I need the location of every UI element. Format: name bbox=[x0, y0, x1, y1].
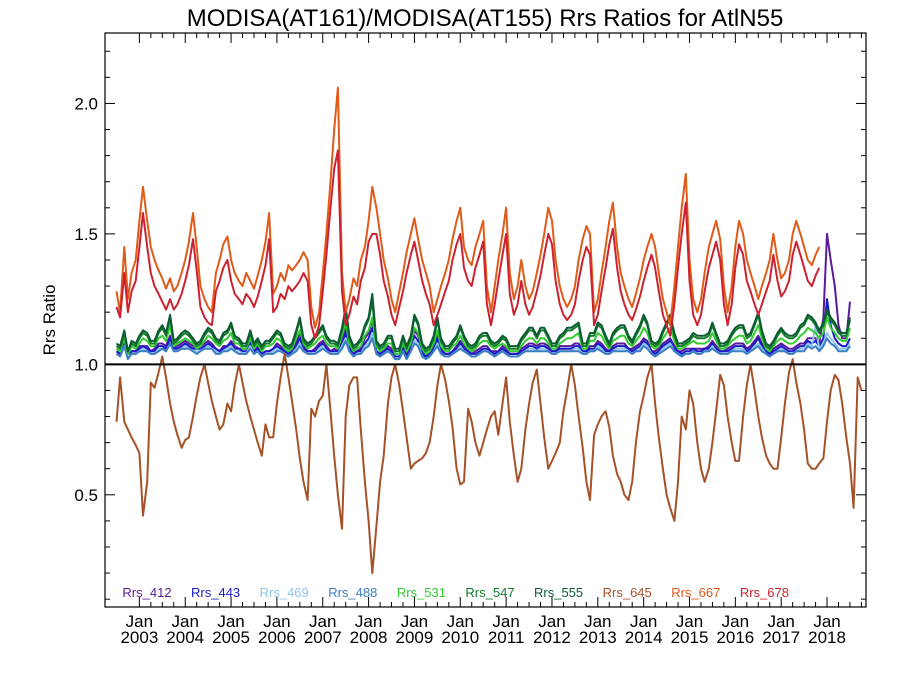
x-tick-month-label: Jan bbox=[767, 612, 794, 631]
x-tick-year-label: 2011 bbox=[488, 628, 525, 647]
x-tick-month-label: Jan bbox=[584, 612, 611, 631]
legend-entry-rrs-678: Rrs_678 bbox=[740, 585, 789, 600]
series-line-rrs-667 bbox=[115, 86, 821, 329]
chart-title: MODISA(AT161)/MODISA(AT155) Rrs Ratios f… bbox=[187, 5, 784, 32]
x-tick-year-label: 2010 bbox=[441, 628, 479, 647]
series-line-rrs-678 bbox=[115, 149, 821, 340]
legend-entry-rrs-443: Rrs_443 bbox=[191, 585, 240, 600]
legend-entry-rrs-531: Rrs_531 bbox=[397, 585, 446, 600]
y-tick-label: 0.5 bbox=[74, 486, 98, 505]
legend-entry-rrs-667: Rrs_667 bbox=[671, 585, 720, 600]
x-tick-month-label: Jan bbox=[355, 612, 382, 631]
x-tick-month-label: Jan bbox=[309, 612, 336, 631]
x-tick-month-label: Jan bbox=[676, 612, 703, 631]
x-tick-year-label: 2007 bbox=[304, 628, 342, 647]
x-tick-year-label: 2014 bbox=[625, 628, 663, 647]
x-tick-year-label: 2008 bbox=[350, 628, 388, 647]
legend-entry-rrs-645: Rrs_645 bbox=[603, 585, 652, 600]
x-tick-year-label: 2003 bbox=[120, 628, 158, 647]
x-tick-year-label: 2009 bbox=[396, 628, 434, 647]
legend-entry-rrs-555: Rrs_555 bbox=[534, 585, 583, 600]
x-tick-year-label: 2018 bbox=[808, 628, 846, 647]
legend-entry-rrs-412: Rrs_412 bbox=[122, 585, 171, 600]
series-line-rrs-645 bbox=[115, 352, 863, 575]
x-tick-month-label: Jan bbox=[492, 612, 519, 631]
y-tick-label: 2.0 bbox=[74, 94, 98, 113]
x-tick-month-label: Jan bbox=[630, 612, 657, 631]
y-axis-label: Rrs Ratio bbox=[40, 285, 59, 356]
x-tick-year-label: 2017 bbox=[762, 628, 800, 647]
x-tick-year-label: 2005 bbox=[212, 628, 250, 647]
x-tick-month-label: Jan bbox=[813, 612, 840, 631]
x-tick-year-label: 2012 bbox=[533, 628, 571, 647]
x-tick-month-label: Jan bbox=[401, 612, 428, 631]
y-tick-label: 1.0 bbox=[74, 355, 98, 374]
legend-entry-rrs-547: Rrs_547 bbox=[465, 585, 514, 600]
legend-entry-rrs-469: Rrs_469 bbox=[260, 585, 309, 600]
x-tick-year-label: 2016 bbox=[716, 628, 754, 647]
x-tick-month-label: Jan bbox=[722, 612, 749, 631]
series-line-rrs-555 bbox=[115, 292, 851, 353]
x-tick-month-label: Jan bbox=[217, 612, 244, 631]
x-tick-year-label: 2013 bbox=[579, 628, 617, 647]
plot-area: 0.51.01.52.0Jan2003Jan2004Jan2005Jan2006… bbox=[74, 32, 867, 647]
x-tick-month-label: Jan bbox=[447, 612, 474, 631]
series-line-rrs-547 bbox=[115, 300, 851, 353]
x-tick-month-label: Jan bbox=[172, 612, 199, 631]
series-group bbox=[115, 86, 863, 575]
plot-frame bbox=[104, 32, 867, 608]
x-tick-month-label: Jan bbox=[538, 612, 565, 631]
y-tick-label: 1.5 bbox=[74, 225, 98, 244]
series-line-rrs-531 bbox=[115, 316, 851, 355]
x-tick-year-label: 2004 bbox=[166, 628, 204, 647]
series-line-rrs-488 bbox=[115, 337, 851, 361]
x-tick-month-label: Jan bbox=[126, 612, 153, 631]
x-tick-year-label: 2006 bbox=[258, 628, 296, 647]
series-line-rrs-443 bbox=[115, 298, 851, 358]
x-tick-year-label: 2015 bbox=[671, 628, 709, 647]
legend-entry-rrs-488: Rrs_488 bbox=[328, 585, 377, 600]
x-tick-month-label: Jan bbox=[263, 612, 290, 631]
